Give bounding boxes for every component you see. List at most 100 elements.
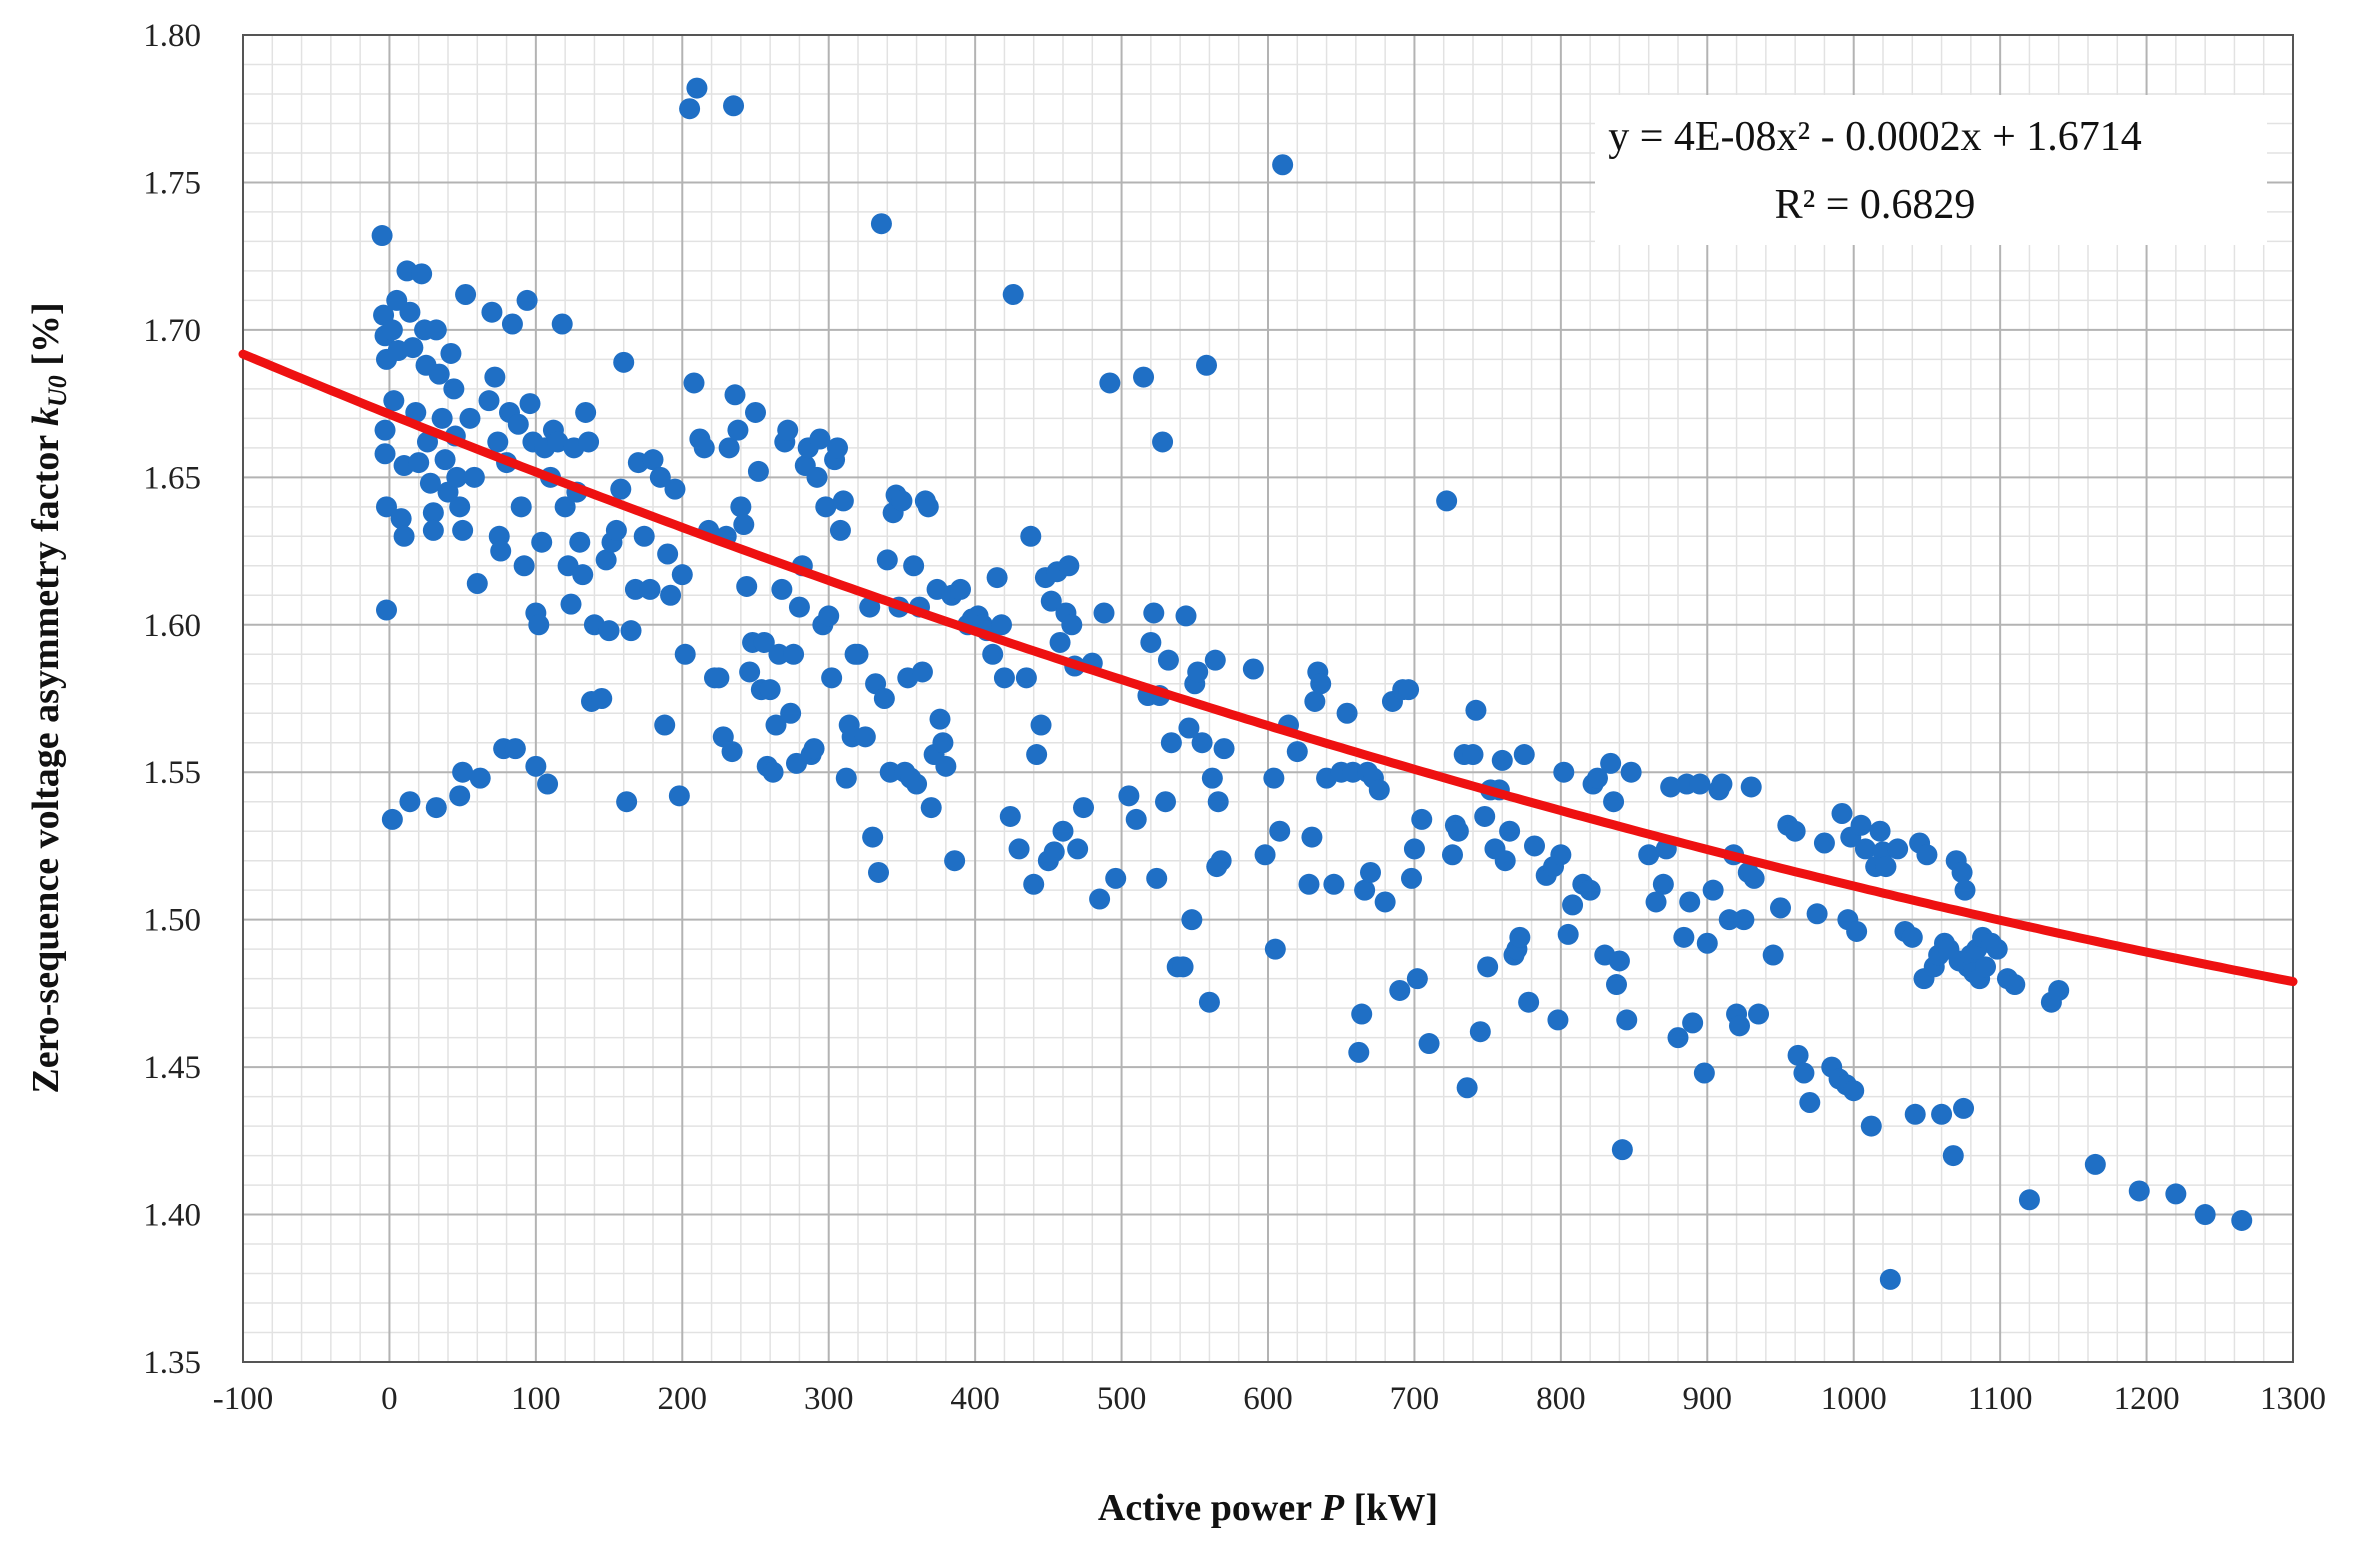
data-point: [459, 407, 481, 429]
data-point: [1813, 832, 1835, 854]
data-point: [1389, 979, 1411, 1001]
data-point: [501, 313, 523, 335]
data-point: [1603, 791, 1625, 813]
data-point: [417, 431, 438, 453]
data-point: [1398, 679, 1420, 701]
data-point: [1354, 879, 1376, 901]
data-point: [431, 407, 453, 429]
data-point: [1310, 673, 1332, 695]
data-point: [1020, 525, 1042, 547]
data-point: [1916, 844, 1938, 866]
data-point: [1579, 879, 1601, 901]
data-point: [1831, 803, 1853, 825]
data-point: [1254, 844, 1276, 866]
data-point: [777, 419, 799, 441]
y-tick-label: 1.50: [143, 903, 201, 939]
data-point: [747, 460, 769, 482]
data-point: [1499, 820, 1521, 842]
data-point: [686, 77, 708, 99]
trendline-curve: [238, 349, 2298, 987]
data-point: [481, 301, 503, 323]
data-point: [1263, 767, 1285, 789]
data-point: [932, 732, 954, 754]
data-point: [1793, 1062, 1815, 1084]
data-point: [516, 289, 538, 311]
data-point: [1125, 808, 1147, 830]
data-point: [1733, 909, 1755, 931]
data-point: [507, 413, 529, 435]
data-point: [1198, 991, 1220, 1013]
data-point: [639, 578, 661, 600]
trendline-equation: y = 4E-08x² - 0.0002x + 1.6714: [1608, 114, 2142, 160]
data-point: [906, 773, 928, 795]
data-point: [1049, 631, 1071, 653]
data-point: [818, 605, 840, 627]
y-tick-label: 1.60: [143, 608, 201, 644]
data-point: [870, 213, 892, 235]
data-point: [452, 519, 474, 541]
data-point: [1740, 776, 1762, 798]
data-point: [1152, 431, 1174, 453]
data-point: [1652, 873, 1674, 895]
data-point: [829, 519, 851, 541]
data-point: [730, 496, 752, 518]
data-point: [891, 490, 913, 512]
data-point: [610, 478, 632, 500]
data-point: [560, 593, 582, 615]
data-point: [2004, 974, 2026, 996]
data-point: [739, 661, 761, 683]
data-point: [1368, 779, 1390, 801]
data-point: [1411, 808, 1433, 830]
data-point: [1762, 944, 1784, 966]
data-point: [1008, 838, 1030, 860]
data-point: [598, 620, 620, 642]
data-point: [1418, 1033, 1440, 1055]
y-tick-label: 1.45: [143, 1050, 201, 1086]
data-point: [1887, 838, 1909, 860]
data-point: [847, 643, 869, 665]
data-point: [371, 225, 393, 247]
data-point: [783, 643, 805, 665]
data-point: [1058, 555, 1080, 577]
data-point: [1465, 699, 1487, 721]
data-point: [575, 401, 597, 423]
data-point: [1462, 744, 1484, 766]
data-point: [683, 372, 705, 394]
plot-border: [242, 34, 2294, 1363]
data-point: [1645, 891, 1667, 913]
data-point: [578, 431, 600, 453]
data-point: [1869, 820, 1891, 842]
data-point: [490, 540, 512, 562]
data-point: [525, 755, 547, 777]
data-point: [1196, 354, 1217, 376]
x-tick-label: 800: [1536, 1381, 1586, 1417]
y-tick-label: 1.75: [143, 165, 201, 201]
data-point: [780, 702, 802, 724]
data-point: [1693, 1062, 1715, 1084]
data-point: [868, 861, 889, 883]
data-point: [815, 496, 837, 518]
data-point: [708, 667, 730, 689]
data-point: [920, 797, 942, 819]
data-point: [1242, 658, 1264, 680]
data-point: [463, 466, 485, 488]
data-point: [762, 761, 784, 783]
data-point: [2048, 979, 2070, 1001]
data-point: [1061, 614, 1083, 636]
data-point: [1073, 797, 1094, 819]
data-point: [1611, 1139, 1633, 1161]
data-point: [1951, 861, 1973, 883]
data-point: [425, 319, 447, 341]
x-tick-label: 1100: [1968, 1381, 2033, 1417]
data-point: [1181, 909, 1203, 931]
data-point: [408, 452, 430, 474]
y-axis-title-subscript: U0: [43, 375, 72, 407]
data-point: [1067, 838, 1089, 860]
data-point: [605, 519, 627, 541]
data-points: [371, 77, 2253, 1290]
x-tick-label: 400: [950, 1381, 1000, 1417]
data-point: [402, 337, 424, 359]
y-axis-title-prefix: Zero-sequence voltage asymmetry factor: [25, 426, 67, 1094]
data-point: [381, 808, 403, 830]
data-point: [616, 791, 638, 813]
